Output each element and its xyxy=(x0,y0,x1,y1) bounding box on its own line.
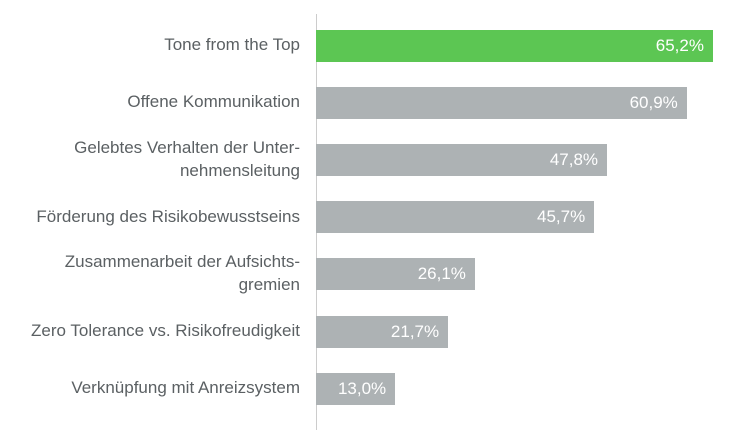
bar-row: Zusammenarbeit der Aufsichts- gremien 26… xyxy=(0,246,730,303)
bar: 60,9% xyxy=(316,86,687,119)
bar: 26,1% xyxy=(316,258,475,291)
bar-row: Förderung des Risikobewusstseins 45,7% xyxy=(0,189,730,246)
bar-value-label: 47,8% xyxy=(549,149,599,169)
bar: 45,7% xyxy=(316,201,595,234)
bar-row-label: Offene Kommunikation xyxy=(127,92,300,112)
bar: 21,7% xyxy=(316,315,449,348)
bar: 13,0% xyxy=(316,372,396,405)
bar-value-label: 26,1% xyxy=(417,264,466,284)
bar-value-label: 60,9% xyxy=(629,92,678,112)
bar-area: 21,7% xyxy=(316,315,730,348)
bar-row-label: Förderung des Risikobewusstseins xyxy=(36,206,300,226)
bar: 47,8% xyxy=(316,143,608,176)
bar-row-label: Tone from the Top xyxy=(164,35,300,55)
bar-row: Offene Kommunikation 60,9% xyxy=(0,74,730,131)
bar-value-label: 21,7% xyxy=(390,321,440,341)
bar-row: Zero Tolerance vs. Risikofreudigkeit 21,… xyxy=(0,303,730,360)
bar-value-label: 13,0% xyxy=(337,378,387,398)
bar-row-label: Zusammenarbeit der Aufsichts- gremien xyxy=(64,252,300,295)
bar-row-label: Gelebtes Verhalten der Unter- nehmenslei… xyxy=(74,138,300,180)
bar-value-label: 45,7% xyxy=(537,207,586,227)
bar-area: 26,1% xyxy=(316,258,730,291)
bar: 65,2% xyxy=(316,29,713,62)
bar-value-label: 65,2% xyxy=(655,35,704,55)
bar-row-label: Verknüpfung mit Anreizsystem xyxy=(71,378,300,398)
bar-area: 60,9% xyxy=(316,86,730,119)
bar-area: 45,7% xyxy=(316,201,730,234)
bar-area: 65,2% xyxy=(316,29,730,62)
bar-row: Gelebtes Verhalten der Unter- nehmenslei… xyxy=(0,131,730,188)
bar-area: 13,0% xyxy=(316,372,730,405)
bar-row: Tone from the Top 65,2% xyxy=(0,17,730,74)
bar-row-label: Zero Tolerance vs. Risikofreudigkeit xyxy=(31,321,300,341)
bar-area: 47,8% xyxy=(316,143,730,176)
bar-row: Verknüpfung mit Anreizsystem 13,0% xyxy=(0,360,730,417)
bar-rows: Tone from the Top 65,2% Offene Kommunika… xyxy=(0,17,730,417)
